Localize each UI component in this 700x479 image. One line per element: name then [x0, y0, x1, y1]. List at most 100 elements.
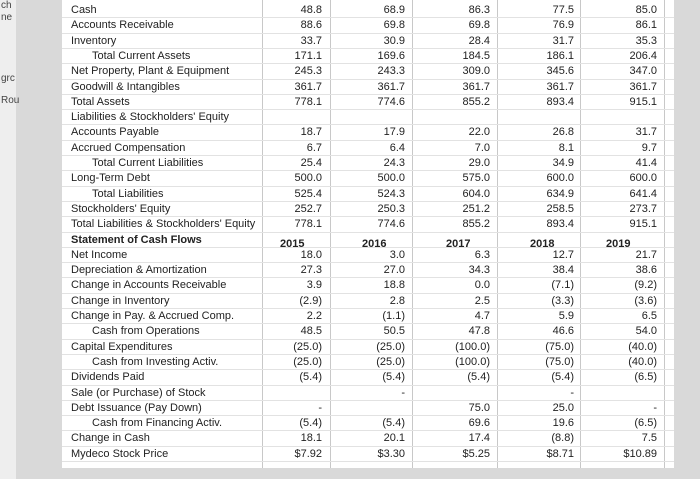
cell-value: 2.2 [306, 310, 322, 322]
row-line [62, 63, 674, 65]
row-line [62, 292, 674, 294]
cell-value: 69.6 [468, 417, 490, 430]
row-line [62, 353, 674, 355]
cell-value: 309.0 [462, 65, 490, 78]
cell-value: $8.71 [546, 447, 574, 460]
cell-value: (5.4) [299, 371, 322, 384]
cell-value: 38.6 [635, 264, 657, 277]
cell-value: 7.0 [474, 141, 490, 154]
column-line [664, 0, 665, 468]
cell-value: 25.4 [300, 157, 322, 169]
cell-value: 575.0 [462, 172, 490, 185]
row-line [62, 415, 674, 417]
cell-value: 31.7 [635, 126, 657, 139]
cell-value: 252.7 [294, 202, 322, 215]
cell-value: 19.6 [552, 417, 574, 430]
column-line [330, 0, 331, 468]
cell-value: (6.5) [634, 417, 657, 430]
row-label: Mydeco Stock Price [71, 447, 169, 460]
cell-value: - [401, 386, 405, 399]
row-line [62, 246, 674, 248]
row-line [62, 124, 674, 126]
cell-value: 6.5 [641, 310, 657, 322]
row-label: Total Liabilities & Stockholders' Equity [71, 218, 256, 231]
year-header: 2019 [606, 237, 631, 250]
cell-value: 347.0 [629, 65, 657, 78]
cell-value: 273.7 [629, 202, 657, 215]
cell-value: 50.5 [383, 325, 405, 338]
cell-value: 27.0 [383, 264, 405, 277]
cell-value: (6.5) [634, 371, 657, 384]
cell-value: 75.0 [468, 401, 490, 414]
cell-value: (1.1) [382, 310, 405, 322]
cell-value: 34.9 [552, 157, 574, 169]
cell-value: 4.7 [474, 310, 490, 322]
row-label: Goodwill & Intangibles [71, 80, 180, 93]
cell-value: 361.7 [546, 80, 574, 93]
row-label: Total Assets [71, 95, 130, 108]
cell-value: 26.8 [552, 126, 574, 139]
cell-value: 5.9 [558, 310, 574, 322]
cell-value: 0.0 [474, 279, 490, 292]
cell-value: (5.4) [382, 417, 405, 430]
cell-value: (25.0) [293, 355, 322, 368]
row-line [62, 185, 674, 187]
cell-value: 25.0 [552, 401, 574, 414]
cell-value: (3.3) [551, 294, 574, 307]
cell-value: 9.7 [641, 141, 657, 154]
row-label: Cash from Operations [92, 325, 200, 338]
cell-value: 600.0 [629, 172, 657, 185]
cell-value: 361.7 [377, 80, 405, 93]
column-line [412, 0, 413, 468]
row-line [62, 262, 674, 264]
cell-value: 258.5 [546, 202, 574, 215]
row-label: Cash [71, 4, 97, 16]
side-fragment: ne [1, 12, 13, 23]
cell-value: 524.3 [377, 187, 405, 200]
cell-value: 186.1 [546, 49, 574, 62]
column-line [497, 0, 498, 468]
side-fragment: grc [1, 73, 15, 84]
cell-value: 34.3 [468, 264, 490, 277]
row-label: Net Income [71, 248, 128, 261]
row-label: Change in Pay. & Accrued Comp. [71, 310, 235, 322]
cell-value: 500.0 [294, 172, 322, 185]
side-strip [0, 0, 16, 479]
cell-value: (8.8) [551, 432, 574, 445]
row-label: Liabilities & Stockholders' Equity [71, 111, 230, 124]
row-label: Dividends Paid [71, 371, 145, 384]
row-label: Debt Issuance (Pay Down) [71, 401, 202, 414]
cell-value: 361.7 [462, 80, 490, 93]
cell-value: 8.1 [558, 141, 574, 154]
cell-value: 500.0 [377, 172, 405, 185]
year-header: 2017 [446, 237, 471, 250]
column-line [262, 0, 263, 468]
row-line [62, 78, 674, 80]
cell-value: 6.3 [474, 248, 490, 261]
cell-value: 76.9 [552, 19, 574, 32]
cell-value: (75.0) [545, 340, 574, 353]
cell-value: 29.0 [468, 157, 490, 169]
row-label: Inventory [71, 34, 117, 47]
cell-value: (7.1) [551, 279, 574, 292]
cell-value: 600.0 [546, 172, 574, 185]
row-line [62, 216, 674, 218]
cell-value: 77.5 [552, 4, 574, 16]
cell-value: 6.4 [389, 141, 405, 154]
cell-value: 641.4 [629, 187, 657, 200]
row-label: Stockholders' Equity [71, 202, 171, 215]
row-line [62, 139, 674, 141]
row-label: Total Liabilities [92, 187, 164, 200]
cell-value: 2.5 [474, 294, 490, 307]
cell-value: 7.5 [641, 432, 657, 445]
cell-value: (40.0) [628, 340, 657, 353]
cell-value: 17.4 [468, 432, 490, 445]
row-label: Change in Cash [71, 432, 150, 445]
row-label: Accounts Receivable [71, 19, 174, 32]
side-fragment: Rou [1, 95, 20, 106]
cell-value: - [318, 401, 322, 414]
cell-value: 169.6 [377, 49, 405, 62]
cell-value: (25.0) [293, 340, 322, 353]
cell-value: 27.3 [300, 264, 322, 277]
